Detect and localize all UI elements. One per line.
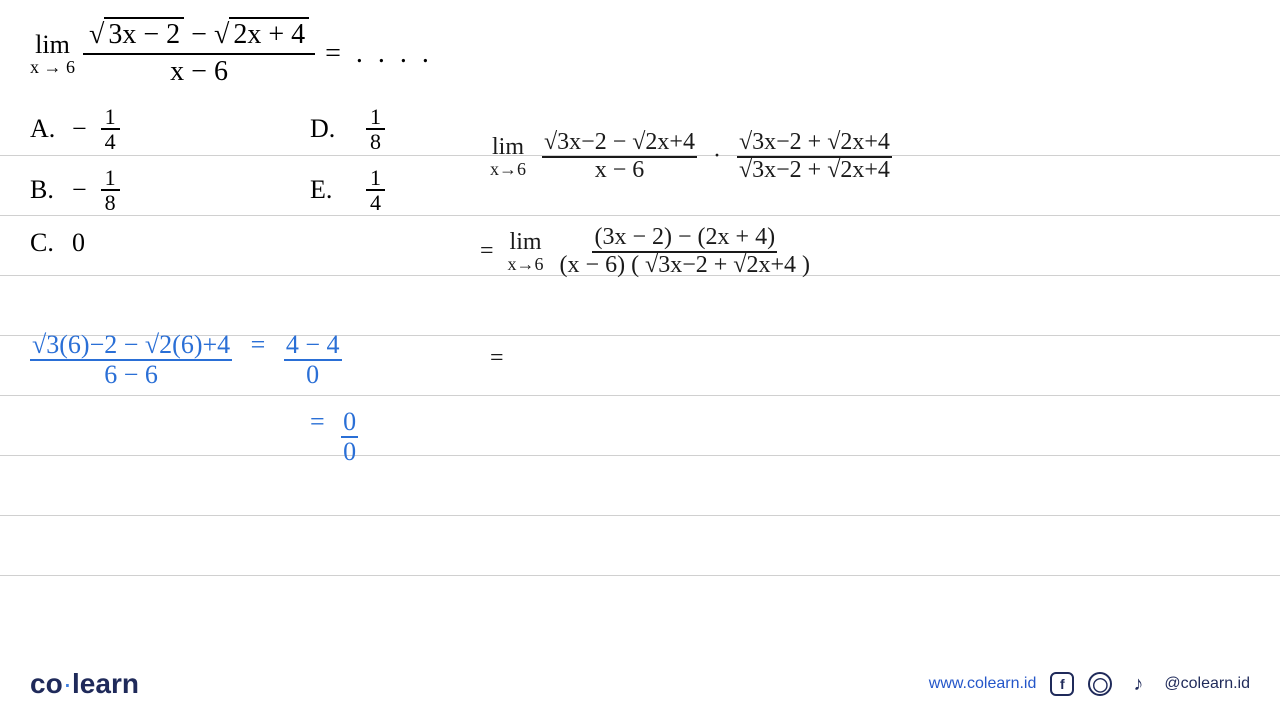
option-d-frac: 1 8 — [366, 106, 385, 153]
option-a: A. − 1 4 — [30, 106, 270, 153]
option-a-sign: − — [72, 114, 87, 144]
problem-statement: lim x → 6 3x − 2 − 2x + 4 x − 6 = . . . … — [30, 20, 510, 258]
black-conjfrac-num: √3x−2 + √2x+4 — [737, 130, 892, 158]
option-c-value: 0 — [72, 228, 85, 258]
blue-frac-1: √3(6)−2 − √2(6)+4 6 − 6 — [30, 331, 232, 389]
limit-expression: lim x → 6 3x − 2 − 2x + 4 x − 6 = . . . … — [30, 20, 510, 88]
black-lim-2-bot: x→6 — [508, 255, 544, 274]
footer-right: www.colearn.id f ◯ ♪ @colearn.id — [929, 672, 1250, 696]
equals-dots: = . . . . — [325, 38, 433, 70]
option-e-label: E. — [310, 175, 338, 205]
logo-dot: · — [63, 668, 72, 699]
tiktok-icon[interactable]: ♪ — [1126, 672, 1150, 696]
black-conjfrac: √3x−2 + √2x+4 √3x−2 + √2x+4 — [737, 130, 892, 183]
blue-frac-2-num: 4 − 4 — [284, 331, 342, 361]
blue-frac-2: 4 − 4 0 — [284, 331, 342, 389]
black-mainfrac-den: x − 6 — [595, 158, 645, 183]
fraction-numerator: 3x − 2 − 2x + 4 — [83, 20, 315, 55]
sqrt-1: 3x − 2 — [89, 20, 184, 51]
blue-frac-1-num: √3(6)−2 − √2(6)+4 — [30, 331, 232, 361]
logo-part-2: learn — [72, 668, 139, 699]
instagram-icon[interactable]: ◯ — [1088, 672, 1112, 696]
blue-frac-3-num: 0 — [341, 408, 358, 438]
handwriting-black-line1: lim x→6 √3x−2 − √2x+4 x − 6 · √3x−2 + √2… — [490, 130, 892, 183]
lim-approach: x → 6 — [30, 58, 75, 76]
option-d: D. 1 8 — [310, 106, 510, 153]
option-b-label: B. — [30, 175, 58, 205]
option-c-label: C. — [30, 228, 58, 258]
black-dot: · — [713, 143, 721, 169]
lim-label: lim — [35, 32, 70, 58]
option-b-sign: − — [72, 175, 87, 205]
handwriting-black-line3: = — [490, 345, 504, 372]
blue-frac-1-den: 6 − 6 — [104, 361, 158, 388]
black-lim-1-bot: x→6 — [490, 160, 526, 179]
black-eq-2: = — [480, 238, 494, 264]
facebook-icon[interactable]: f — [1050, 672, 1074, 696]
blue-line-1: √3(6)−2 − √2(6)+4 6 − 6 = 4 − 4 0 — [30, 330, 358, 389]
black-lim-1-top: lim — [492, 135, 524, 160]
brand-logo: co·learn — [30, 668, 139, 700]
black-mainfrac-num: √3x−2 − √2x+4 — [542, 130, 697, 158]
limit-fraction: 3x − 2 − 2x + 4 x − 6 — [83, 20, 315, 88]
option-e: E. 1 4 — [310, 167, 510, 214]
black-eq-3: = — [490, 345, 504, 371]
footer-url[interactable]: www.colearn.id — [929, 675, 1037, 693]
blue-frac-3: 0 0 — [341, 408, 358, 466]
black-frac-2-num: (3x − 2) − (2x + 4) — [592, 225, 777, 253]
option-b: B. − 1 8 — [30, 167, 270, 214]
sqrt-2: 2x + 4 — [214, 20, 309, 51]
limit-operator: lim x → 6 — [30, 32, 75, 76]
option-b-frac: 1 8 — [101, 167, 120, 214]
handwriting-blue-block: √3(6)−2 − √2(6)+4 6 − 6 = 4 − 4 0 = 0 0 — [30, 330, 358, 465]
blue-eq-1: = — [251, 330, 266, 359]
black-lim-2-top: lim — [510, 230, 542, 255]
option-a-label: A. — [30, 114, 58, 144]
blue-frac-2-den: 0 — [306, 361, 319, 388]
fraction-denominator: x − 6 — [170, 55, 228, 88]
answer-options: A. − 1 4 D. 1 8 B. − 1 8 E. — [30, 106, 510, 258]
footer-handle[interactable]: @colearn.id — [1164, 675, 1250, 693]
minus-sign: − — [191, 19, 214, 50]
black-conjfrac-den: √3x−2 + √2x+4 — [739, 158, 890, 183]
option-c: C. 0 — [30, 228, 270, 258]
black-lim-2: lim x→6 — [508, 230, 544, 274]
blue-eq-2: = — [310, 407, 325, 436]
black-mainfrac: √3x−2 − √2x+4 x − 6 — [542, 130, 697, 183]
page-footer: co·learn www.colearn.id f ◯ ♪ @colearn.i… — [30, 668, 1250, 700]
option-a-frac: 1 4 — [101, 106, 120, 153]
blue-frac-3-den: 0 — [343, 438, 356, 465]
option-e-frac: 1 4 — [366, 167, 385, 214]
handwriting-black-line2: = lim x→6 (3x − 2) − (2x + 4) (x − 6) ( … — [480, 225, 810, 278]
option-d-label: D. — [310, 114, 338, 144]
blue-line-2: = 0 0 — [310, 407, 358, 466]
black-lim-1: lim x→6 — [490, 135, 526, 179]
black-frac-2: (3x − 2) − (2x + 4) (x − 6) ( √3x−2 + √2… — [560, 225, 810, 278]
black-frac-2-den: (x − 6) ( √3x−2 + √2x+4 ) — [560, 253, 810, 278]
logo-part-1: co — [30, 668, 63, 699]
